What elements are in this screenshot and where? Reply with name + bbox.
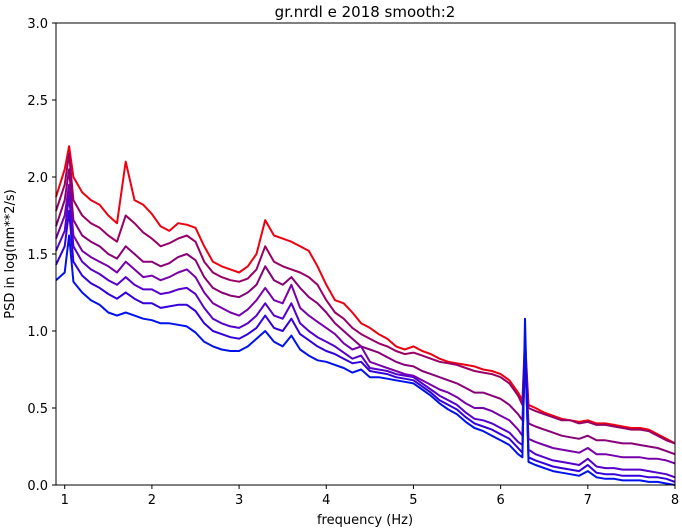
y-tick-label: 3.0 xyxy=(27,17,48,32)
x-tick-label: 6 xyxy=(496,493,504,508)
y-tick-label: 0.5 xyxy=(27,402,48,417)
y-tick-label: 1.0 xyxy=(27,325,48,340)
y-tick-label: 1.5 xyxy=(27,248,48,263)
x-tick-label: 8 xyxy=(671,493,679,508)
x-tick-label: 2 xyxy=(148,493,156,508)
y-tick-label: 2.5 xyxy=(27,94,48,109)
series-line-4 xyxy=(55,183,676,465)
series-line-7 xyxy=(55,234,676,486)
y-tick-label: 0.0 xyxy=(27,479,48,494)
x-tick-label: 7 xyxy=(584,493,592,508)
series-line-6 xyxy=(55,209,676,483)
x-tick-label: 1 xyxy=(61,493,69,508)
x-tick-label: 4 xyxy=(322,493,330,508)
chart-title: gr.nrdl e 2018 smooth:2 xyxy=(275,3,456,21)
y-tick-label: 2.0 xyxy=(27,171,48,186)
x-axis-label: frequency (Hz) xyxy=(317,513,413,528)
plot-frame xyxy=(55,22,676,486)
x-axis-ticks: 1 2 3 4 5 6 7 8 xyxy=(61,485,679,508)
series-layer xyxy=(55,145,676,486)
series-line-3 xyxy=(55,168,676,456)
x-tick-label: 3 xyxy=(235,493,243,508)
y-axis-label: PSD in log(nm**2/s) xyxy=(3,189,18,319)
y-axis-ticks: 0.0 0.5 1.0 1.5 2.0 2.5 3.0 xyxy=(27,17,56,494)
x-tick-label: 5 xyxy=(409,493,417,508)
series-line-1 xyxy=(55,145,676,445)
series-line-2 xyxy=(55,152,676,445)
series-line-5 xyxy=(55,194,676,479)
